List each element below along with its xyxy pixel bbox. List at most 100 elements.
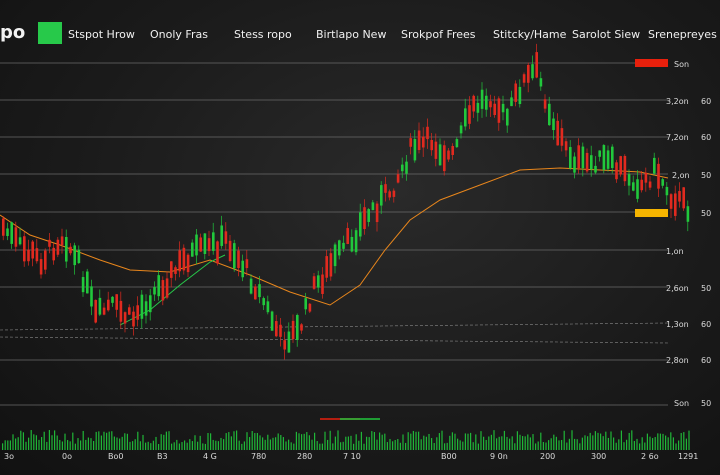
candle-body bbox=[102, 307, 106, 315]
candle-body bbox=[426, 126, 429, 140]
volume-bar bbox=[134, 439, 136, 450]
volume-bar bbox=[119, 438, 121, 450]
volume-bar bbox=[12, 434, 14, 450]
volume-bar bbox=[324, 431, 326, 450]
candle-body bbox=[627, 174, 631, 186]
volume-bar bbox=[568, 438, 570, 450]
volume-bar bbox=[95, 431, 97, 450]
volume-bar bbox=[399, 442, 401, 450]
candle-body bbox=[237, 250, 240, 268]
tab-3[interactable]: Stess ropo bbox=[234, 28, 292, 41]
candle-body bbox=[569, 147, 572, 169]
tab-4[interactable]: Birtlapo New bbox=[316, 28, 387, 41]
volume-bar bbox=[672, 437, 674, 450]
candle-body bbox=[56, 239, 60, 255]
candle-body bbox=[522, 74, 526, 83]
candle-body bbox=[577, 145, 580, 169]
volume-bar bbox=[25, 441, 27, 450]
volume-bar bbox=[402, 434, 404, 450]
volume-bar bbox=[64, 433, 66, 450]
volume-bar bbox=[43, 431, 45, 450]
volume-bar bbox=[571, 430, 573, 450]
volume-bar bbox=[688, 430, 690, 450]
bottom-time-axis: 3o 0o Bo0 B3 4 G 780 280 7 10 B00 9 0n 2… bbox=[0, 452, 720, 466]
volume-bar bbox=[449, 435, 451, 450]
volume-bar bbox=[301, 434, 303, 450]
candle-body bbox=[506, 108, 509, 126]
volume-bar bbox=[285, 441, 287, 450]
volume-bar bbox=[381, 434, 383, 450]
candle-body bbox=[493, 103, 496, 116]
candle-body bbox=[212, 232, 215, 251]
volume-bar bbox=[306, 432, 308, 450]
time-label: 4 G bbox=[203, 452, 217, 461]
candle-body bbox=[325, 256, 328, 278]
candle-body bbox=[228, 240, 232, 262]
volume-bar bbox=[464, 433, 466, 450]
volume-bar bbox=[186, 442, 188, 450]
candle-body bbox=[304, 298, 307, 310]
candle-body bbox=[497, 98, 501, 123]
volume-bar bbox=[506, 436, 508, 450]
volume-bar bbox=[459, 440, 461, 450]
candles-layer bbox=[2, 43, 690, 360]
candle-body bbox=[144, 301, 148, 316]
volume-bar bbox=[607, 437, 609, 450]
candle-body bbox=[296, 315, 299, 340]
volume-bar bbox=[225, 433, 227, 450]
volume-bar bbox=[15, 438, 17, 450]
tab-8[interactable]: Srenepreyes bbox=[648, 28, 717, 41]
candle-body bbox=[174, 267, 177, 274]
brand-logo: po bbox=[0, 22, 26, 43]
candle-body bbox=[338, 240, 341, 256]
volume-bar bbox=[418, 431, 420, 450]
volume-bar bbox=[152, 440, 154, 450]
volume-bar bbox=[514, 443, 516, 450]
tab-5[interactable]: Srokpof Frees bbox=[401, 28, 476, 41]
volume-bar bbox=[615, 442, 617, 450]
candle-body bbox=[199, 237, 202, 252]
volume-bar bbox=[555, 436, 557, 450]
volume-bar bbox=[483, 436, 485, 450]
candle-body bbox=[111, 296, 114, 303]
volume-bar bbox=[659, 433, 661, 450]
volume-bar bbox=[243, 441, 245, 450]
volume-bar bbox=[363, 443, 365, 450]
volume-bar bbox=[353, 443, 355, 450]
volume-bar bbox=[108, 431, 110, 450]
candle-body bbox=[388, 191, 391, 198]
tab-6[interactable]: Stitcky/Hame bbox=[493, 28, 567, 41]
volume-bar bbox=[142, 434, 144, 450]
candle-body bbox=[157, 275, 160, 297]
candle-body bbox=[375, 203, 379, 223]
candle-body bbox=[472, 95, 475, 112]
candle-body bbox=[674, 193, 677, 216]
volume-bar bbox=[631, 430, 633, 450]
candle-body bbox=[317, 275, 320, 288]
volume-bar bbox=[516, 431, 518, 450]
candle-body bbox=[140, 294, 144, 319]
volume-bar bbox=[602, 436, 604, 450]
volume-bar bbox=[249, 437, 251, 450]
volume-bar bbox=[425, 436, 427, 450]
candle-body bbox=[560, 128, 564, 146]
volume-bar bbox=[69, 441, 71, 450]
volume-bar bbox=[511, 436, 513, 450]
candle-body bbox=[132, 311, 135, 327]
candle-body bbox=[275, 321, 278, 337]
volume-bar bbox=[373, 432, 375, 450]
volume-bar bbox=[56, 435, 58, 450]
volume-bar bbox=[407, 432, 409, 450]
time-label: 9 0n bbox=[490, 452, 508, 461]
tab-7[interactable]: Sarolot Siew bbox=[572, 28, 641, 41]
volume-bar bbox=[639, 443, 641, 450]
volume-bar bbox=[111, 431, 113, 450]
axis-label-b: 50 bbox=[701, 399, 712, 408]
time-label: 300 bbox=[591, 452, 607, 461]
volume-bar bbox=[38, 439, 40, 450]
volume-bar bbox=[17, 437, 19, 450]
axis-label-b: 50 bbox=[701, 284, 712, 293]
tab-1[interactable]: Stspot Hrow bbox=[68, 28, 135, 41]
tab-2[interactable]: Onoly Fras bbox=[150, 28, 208, 41]
